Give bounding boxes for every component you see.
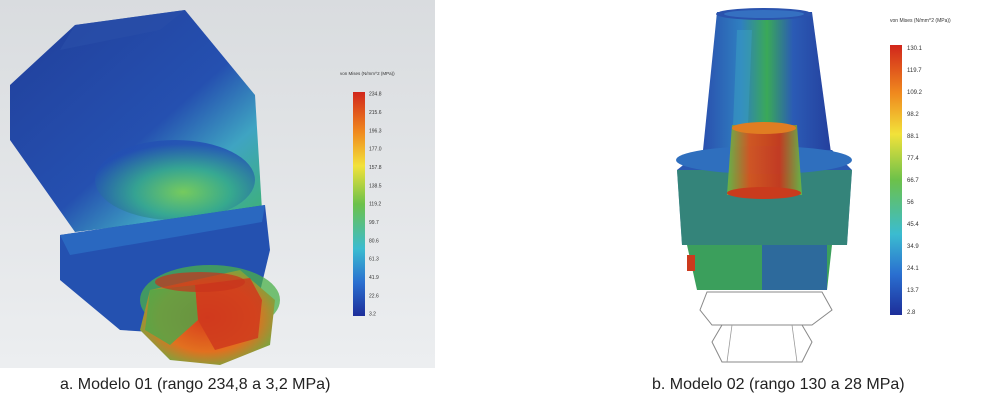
legend-b-tick-label: 24.1 xyxy=(907,266,919,272)
caption-b: b. Modelo 02 (rango 130 a 28 MPa) xyxy=(652,376,905,393)
legend-a-tick-label: 119.2 xyxy=(369,202,381,208)
legend-a-ticks: 234.8 215.6 196.3 177.0 157.8 138.5 119.2 99.7 8… xyxy=(369,92,382,318)
legend-a-tick-label: 80.6 xyxy=(369,238,379,244)
legend-b-title: von Mises (N/mm^2 (MPa)) xyxy=(890,18,951,24)
legend-b-tick-label: 77.4 xyxy=(907,156,919,162)
legend-b-tick-label: 98.2 xyxy=(907,112,919,118)
legend-b-tick-label: 45.4 xyxy=(907,222,919,228)
figure-b-render: von Mises (N/mm^2 (MPa)) 130.1 119.7 109.2… xyxy=(676,8,951,363)
legend-b-colorbar xyxy=(890,45,902,315)
legend-a-tick-label: 138.5 xyxy=(369,183,382,189)
legend-a-tick-label: 99.7 xyxy=(369,220,379,226)
legend-a-tick-label: 177.0 xyxy=(369,147,382,153)
legend-a-title: von Mises (N/mm^2 (MPa)) xyxy=(340,71,395,76)
caption-a: a. Modelo 01 (rango 234,8 a 3,2 MPa) xyxy=(60,376,331,393)
legend-b-ticks: 130.1 119.7 109.2 98.2 88.1 77.4 66.7 56 45.4 34.… xyxy=(907,46,923,316)
legend-a-colorbar xyxy=(353,92,365,316)
legend-a-tick-label: 234.8 xyxy=(369,92,382,98)
legend-a-tick-label: 41.9 xyxy=(369,275,379,281)
legend-a-tick-label: 215.6 xyxy=(369,110,382,116)
legend-a-tick-label: 3.2 xyxy=(369,312,376,318)
legend-a-tick-label: 157.8 xyxy=(369,165,382,171)
figure-b-panel: von Mises (N/mm^2 (MPa)) 130.1 119.7 109.2… xyxy=(652,0,993,368)
legend-a-tick-label: 22.6 xyxy=(369,293,379,299)
legend-b-tick-label: 88.1 xyxy=(907,134,919,140)
legend-b-tick-label: 34.9 xyxy=(907,244,919,250)
legend-b-tick-label: 119.7 xyxy=(907,68,922,74)
figure-a-panel: von Mises (N/mm^2 (MPa)) 234.8 215.6 196.3… xyxy=(0,0,435,368)
legend-b-tick-label: 109.2 xyxy=(907,90,923,96)
legend-b-tick-label: 130.1 xyxy=(907,46,923,52)
abutment-model-b xyxy=(676,8,852,363)
abutment-model-a xyxy=(10,10,280,365)
legend-b-tick-label: 13.7 xyxy=(907,288,919,294)
legend-a-tick-label: 61.3 xyxy=(369,257,379,263)
legend-b-tick-label: 66.7 xyxy=(907,178,919,184)
legend-b-tick-label: 2.8 xyxy=(907,310,916,316)
legend-b-tick-label: 56 xyxy=(907,200,914,206)
figure-a-render: von Mises (N/mm^2 (MPa)) 234.8 215.6 196.3… xyxy=(10,10,395,365)
legend-a-tick-label: 196.3 xyxy=(369,128,382,134)
